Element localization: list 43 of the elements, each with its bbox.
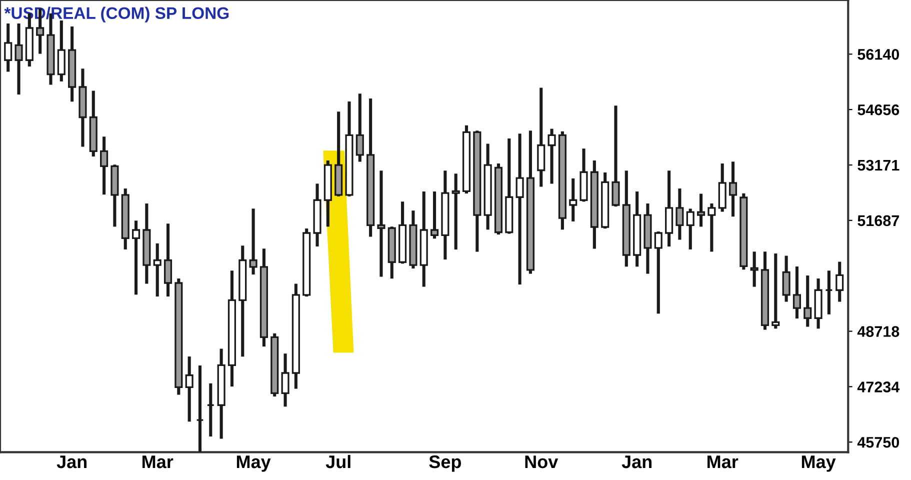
x-tick-label: Jan	[56, 456, 87, 468]
candlestick	[676, 188, 684, 240]
candlestick	[824, 270, 833, 314]
candlestick	[548, 128, 556, 184]
candlestick	[153, 243, 162, 296]
candlestick	[430, 192, 439, 239]
x-tick-label: Mar	[142, 456, 174, 468]
candlestick	[132, 220, 140, 295]
candlestick	[804, 276, 812, 327]
candlestick	[281, 354, 290, 407]
y-tick-label: 53171	[858, 160, 900, 171]
candlestick	[728, 162, 738, 217]
candlestick	[452, 174, 460, 250]
candlestick	[356, 94, 364, 162]
candlestick	[516, 134, 524, 285]
x-tick-label: May	[236, 456, 271, 472]
candlestick	[696, 194, 706, 227]
candlestick	[750, 252, 758, 287]
candlestick	[377, 170, 386, 277]
candlestick	[782, 256, 790, 302]
x-tick-label: Mar	[708, 456, 738, 468]
y-tick-label: 54656	[858, 104, 900, 116]
y-tick-label: 51687	[858, 215, 899, 226]
y-tick-label: 47234	[857, 382, 900, 392]
candlestick	[196, 366, 204, 452]
candlestick	[686, 208, 694, 250]
x-tick-label: Jul	[326, 454, 350, 468]
y-tick-label: 56140	[858, 49, 900, 60]
candlestick	[164, 224, 172, 296]
x-tick-label: Nov	[525, 456, 558, 468]
y-tick-label: 45750	[857, 436, 900, 448]
candlestick	[654, 231, 662, 314]
candlestick	[249, 208, 258, 274]
candlestick	[569, 178, 578, 222]
candlestick	[100, 136, 108, 195]
candlestick	[185, 356, 194, 422]
x-tick-label: Jan	[622, 456, 652, 468]
candlestick	[612, 106, 620, 207]
candlestick	[708, 203, 716, 252]
y-tick-label: 48718	[857, 326, 900, 337]
x-tick-label: Sep	[429, 455, 461, 472]
candlestick	[836, 262, 844, 302]
x-tick-label: May	[802, 456, 836, 472]
